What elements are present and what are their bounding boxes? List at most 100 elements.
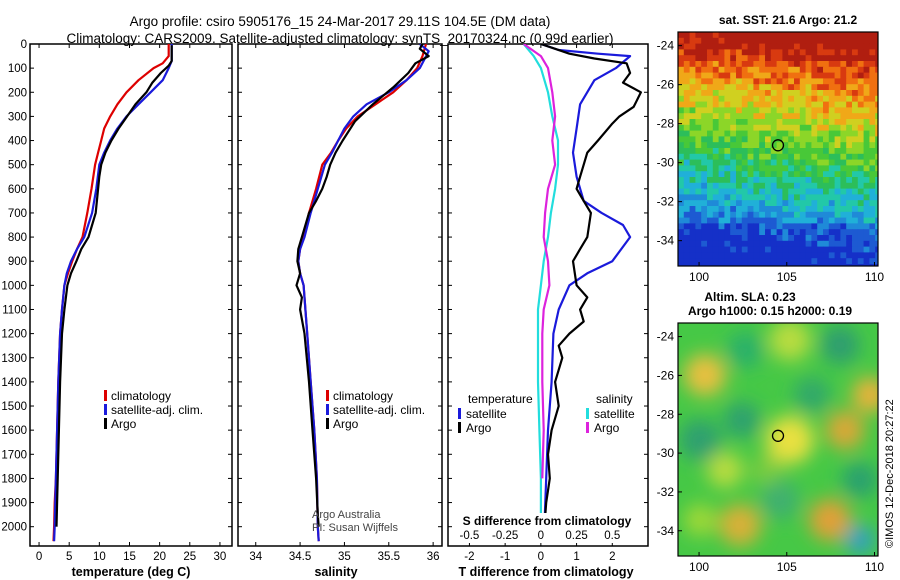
sst-cell [875, 49, 878, 56]
sst-cell [805, 113, 812, 120]
sst-cell [712, 78, 720, 85]
sst-cell [817, 136, 824, 143]
sst-cell [747, 159, 754, 166]
sla-blob [683, 503, 717, 537]
sst-cell [747, 235, 754, 242]
sst-cell [759, 223, 766, 230]
sst-cell [869, 235, 876, 242]
depth-tick-label: 1300 [1, 353, 27, 365]
sst-cell [840, 130, 847, 137]
sst-cell [712, 61, 720, 68]
sst-cell [776, 258, 783, 265]
sst-cell [840, 223, 847, 230]
sst-cell [852, 142, 859, 149]
sst-cell [852, 177, 859, 184]
sst-cell [712, 32, 720, 39]
sst-cell [724, 78, 731, 85]
sst-cell [759, 95, 766, 103]
sst-cell [707, 194, 714, 201]
sst-cell [857, 182, 865, 190]
sst-cell [799, 66, 807, 74]
sst-cell [782, 142, 789, 149]
sst-cell [863, 235, 870, 242]
sst-cell [707, 55, 714, 62]
sst-cell [730, 211, 737, 219]
sst-cell [695, 223, 702, 230]
sst-cell [817, 171, 824, 178]
sst-cell [857, 142, 865, 149]
sst-cell [857, 113, 865, 120]
sst-cell [799, 130, 807, 137]
sst-cell [718, 235, 725, 242]
sst-cell [770, 240, 778, 248]
sst-cell [782, 66, 789, 74]
sst-cell [805, 49, 812, 56]
sst-cell [759, 61, 766, 68]
sst-cell [869, 223, 876, 230]
sst-cell [875, 37, 878, 45]
sst-cell [753, 49, 760, 56]
sst-cell [863, 43, 870, 50]
x-tick-label: 20 [153, 551, 166, 563]
sst-cell [805, 229, 812, 236]
sst-cell [852, 153, 859, 161]
sst-cell [736, 217, 743, 224]
map-x-tick-label: 110 [865, 560, 884, 574]
sla-blob [845, 525, 875, 555]
sst-cell [782, 165, 789, 172]
sst-cell [747, 223, 754, 230]
s-difference-label: S difference from climatology [463, 514, 632, 528]
sst-cell [707, 217, 714, 224]
sst-cell [689, 43, 696, 50]
sst-cell [718, 188, 725, 195]
sst-cell [823, 264, 830, 266]
sst-cell [788, 113, 795, 120]
sst-cell [782, 235, 789, 242]
sst-cell [846, 119, 853, 126]
depth-tick-label: 1400 [1, 377, 27, 389]
sst-cell [811, 55, 818, 62]
sst-cell [846, 107, 853, 114]
sst-cell [863, 171, 870, 178]
sst-cell [817, 252, 824, 259]
sst-cell [811, 171, 818, 178]
sst-cell [753, 37, 760, 45]
sst-cell [846, 142, 853, 149]
sst-cell [869, 119, 876, 126]
sst-cell [857, 188, 865, 195]
sst-cell [840, 72, 847, 79]
sst-cell [776, 84, 783, 91]
sst-cell [724, 217, 731, 224]
sst-cell [834, 264, 841, 266]
sst-cell [817, 148, 824, 155]
sst-cell [863, 84, 870, 91]
sst-cell [846, 240, 853, 248]
sst-cell [759, 217, 766, 224]
sst-cell [747, 90, 754, 97]
sst-cell [759, 252, 766, 259]
sst-cell [747, 55, 754, 62]
sst-cell [875, 72, 878, 79]
map-y-tick-label: -24 [657, 39, 675, 53]
sla-map-subtitle: Argo h1000: 0.15 h2000: 0.19 [688, 304, 852, 318]
sst-cell [869, 194, 876, 201]
sst-cell [782, 182, 789, 190]
x-tick-label: 25 [183, 551, 196, 563]
sst-cell [765, 107, 772, 114]
sst-cell [724, 246, 731, 253]
sst-cell [695, 37, 702, 45]
x-tick-label: 35 [338, 551, 351, 563]
sst-cell [707, 200, 714, 207]
sst-cell [736, 49, 743, 56]
series-line-s-satellite [522, 44, 560, 542]
sst-cell [712, 229, 720, 236]
sst-cell [805, 153, 812, 161]
sst-cell [788, 223, 795, 230]
map-x-tick-label: 105 [777, 270, 797, 284]
sst-cell [823, 182, 830, 190]
sst-cell [718, 78, 725, 85]
map-y-tick-label: -32 [657, 195, 675, 209]
sst-cell [759, 113, 766, 120]
sst-cell [724, 136, 731, 143]
sst-cell [875, 55, 878, 62]
